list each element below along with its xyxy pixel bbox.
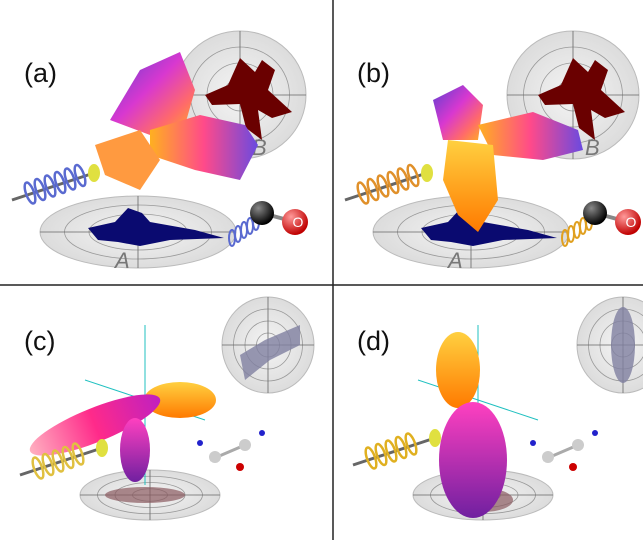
spring-coil [53,170,67,195]
panel-label: (d) [357,326,390,356]
spring-coil [366,177,380,202]
atom [530,440,536,446]
atom [197,440,203,446]
panel: (b) B A O [344,30,641,273]
lobe [150,115,258,180]
spring-coil [394,435,408,460]
spring-coil [73,163,87,188]
spring-coil [63,167,77,191]
lobe [433,85,483,140]
oxygen-atom [282,209,308,235]
spring-coil [406,163,420,188]
projection-a [88,208,224,246]
projection [240,325,300,380]
spring-coil [31,456,45,480]
plane-label: A [446,248,463,273]
projection-a [421,208,557,246]
atom-label: O [626,214,637,230]
atom [239,439,251,451]
lobe [29,394,161,456]
lobe [443,140,498,232]
atom [592,430,598,436]
spring-coil [51,449,65,473]
atom [259,430,265,436]
lobe [110,52,195,135]
spring-coil [386,170,400,195]
oxygen-atom [615,209,641,235]
plane-label: B [585,135,600,160]
spring-coil [384,439,398,463]
spring-coil [396,167,410,191]
projection [105,487,185,503]
projection [611,307,635,383]
panel: (d) [352,296,643,521]
panel-label: (c) [24,326,55,356]
spring-coil [41,452,55,477]
panel-label: (b) [357,58,390,88]
carbon-atom [583,201,607,225]
lobe [436,332,480,408]
atom [236,463,244,471]
spring-end [88,164,100,182]
atom [542,451,554,463]
spring-coil [374,442,388,467]
spring-end [429,429,441,447]
spring-coil [404,432,418,456]
atom [572,439,584,451]
plane-label: A [113,248,130,273]
spring-coil [43,174,57,198]
lobe [120,418,150,482]
atom [209,451,221,463]
atom-label: O [293,214,304,230]
lobe [478,112,583,160]
plane-label: B [252,135,267,160]
panel: (c) [19,296,315,521]
lobe [144,382,216,418]
spring-end [96,439,108,457]
projection-b [538,58,625,140]
panel: (a) B A O [11,30,308,273]
spring-coil [33,177,47,202]
axis [417,379,539,421]
atom [569,463,577,471]
lobe [439,402,507,518]
panel-label: (a) [24,58,57,88]
projection-b [205,58,292,140]
spring-coil [23,181,37,205]
spring-coil [376,174,390,198]
spring-coil [356,181,370,205]
carbon-atom [250,201,274,225]
spring-coil [364,446,378,470]
spring-end [421,164,433,182]
spring-coil [71,442,85,466]
lobe [95,130,160,190]
spring-coil [61,445,75,470]
